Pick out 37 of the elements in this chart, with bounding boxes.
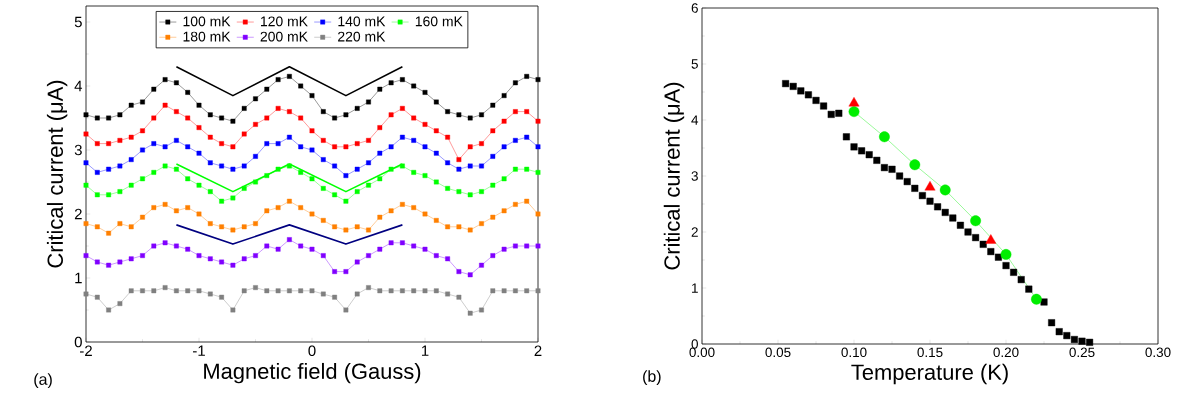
y-axis-title: Critical current (μA) [663,82,685,270]
legend-label: 160 mK [415,16,463,27]
y-tick-label: 4 [691,115,699,125]
y-tick-label: 0 [74,336,82,348]
legend-label: 120 mK [261,16,308,27]
x-tick-label: 0.15 [917,347,943,358]
x-tick-label: 0.00 [689,347,715,358]
legend-label: 220 mK [338,31,386,42]
y-tick-label: 1 [75,272,82,284]
x-tick-label: -2 [80,345,92,356]
legend-label: 200 mK [260,31,308,42]
x-axis-title: Magnetic field (Gauss) [204,362,421,384]
x-tick-label: 0 [308,345,316,357]
y-tick-label: 3 [74,144,82,156]
x-tick-label: 0.05 [765,347,791,358]
y-tick-label: 2 [74,208,82,220]
text: (a) [34,373,52,389]
x-axis-title: Temperature (K) [851,363,1008,385]
x-tick-label: 0.25 [1069,347,1095,358]
y-tick-label: 6 [691,3,698,13]
x-tick-label: 1 [421,345,429,356]
y-tick-label: 2 [691,227,698,237]
x-tick-label: -1 [193,345,205,356]
y-tick-label: 5 [691,59,698,69]
y-tick-label: 4 [74,80,83,92]
legend-label: 140 mK [338,16,386,27]
x-tick-label: 2 [534,345,542,356]
legend-label: 100 mK [183,16,231,27]
y-tick-label: 3 [691,171,698,181]
legend-label: 180 mK [183,31,231,42]
x-tick-label: 0.20 [993,347,1019,358]
y-axis-title: Critical current (μA) [46,80,68,268]
x-tick-label: 0.10 [841,347,867,358]
x-tick-label: 0.30 [1145,347,1171,358]
y-tick-label: 1 [692,283,698,293]
text: (b) [643,370,661,386]
y-tick-label: 5 [74,16,82,28]
